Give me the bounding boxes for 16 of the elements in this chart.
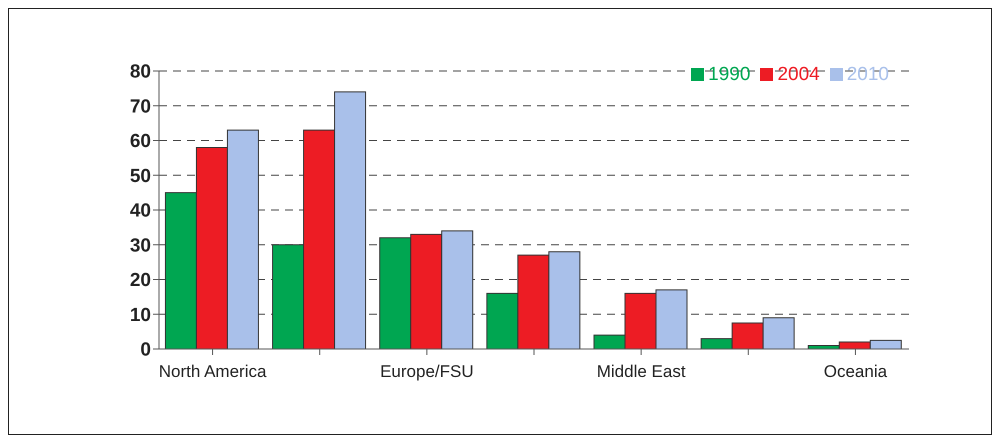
legend-label: 1990 <box>708 64 750 85</box>
y-tick-label: 20 <box>130 270 151 292</box>
legend-label: 2010 <box>846 64 889 85</box>
legend-label: 2004 <box>777 64 820 85</box>
y-tick-label: 0 <box>140 340 151 361</box>
y-tick-label: 80 <box>130 62 151 83</box>
x-tick-label: Europe/FSU <box>380 362 474 382</box>
y-tick-label: 10 <box>130 304 151 326</box>
y-tick-label: 60 <box>130 131 151 152</box>
y-tick-label: 70 <box>130 96 151 118</box>
x-tick-label: Middle East <box>596 362 686 382</box>
y-tick-label: 30 <box>130 235 151 256</box>
y-tick-label: 50 <box>130 166 151 187</box>
y-tick-label: 40 <box>130 200 151 222</box>
x-tick-label: North America <box>158 362 267 382</box>
x-tick-label: Oceania <box>824 362 888 382</box>
